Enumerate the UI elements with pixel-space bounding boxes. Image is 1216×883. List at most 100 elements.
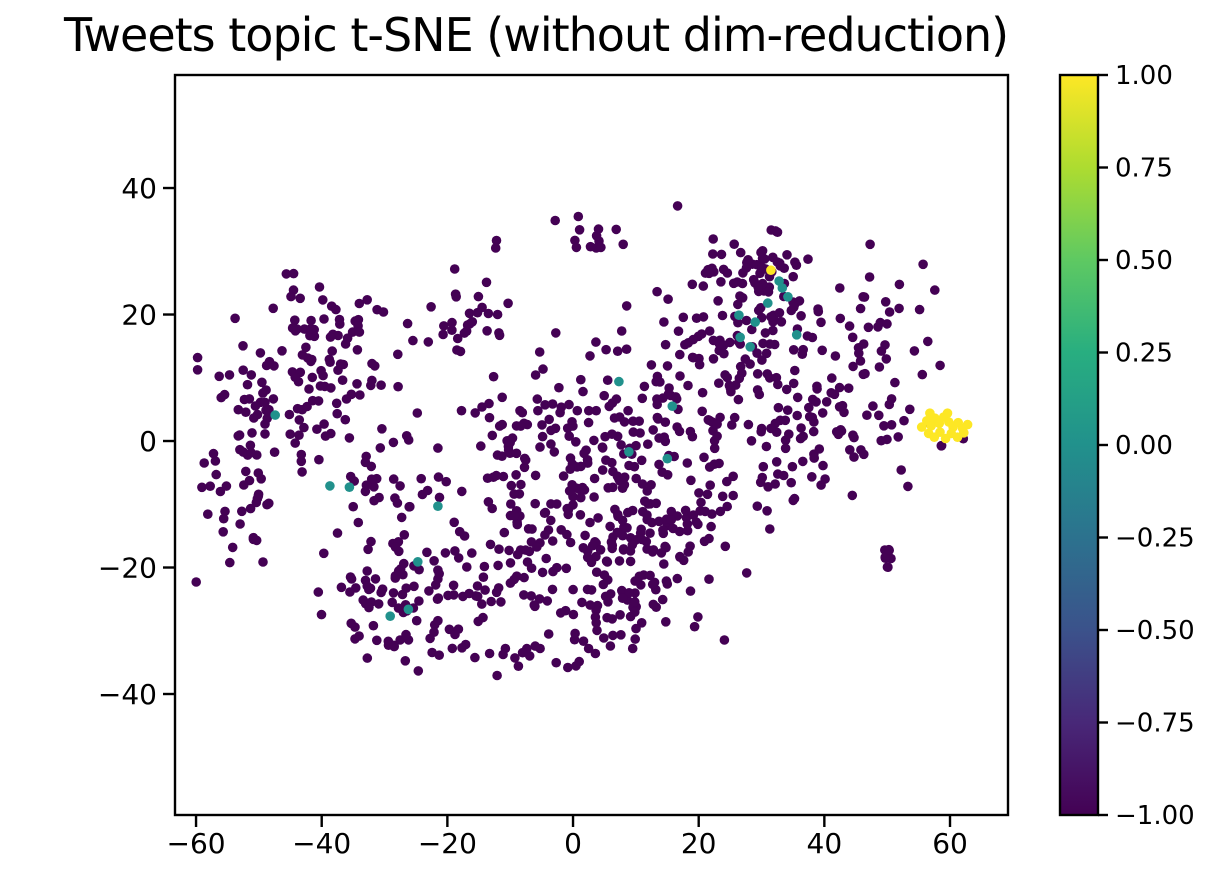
- scatter-point: [808, 426, 819, 437]
- scatter-point: [199, 458, 209, 468]
- scatter-point: [401, 629, 411, 640]
- scatter-point: [698, 281, 709, 291]
- scatter-point: [812, 381, 822, 392]
- scatter-point: [896, 465, 906, 475]
- scatter-point: [716, 277, 726, 287]
- scatter-point: [203, 509, 213, 519]
- colorbar-tick-label: −0.75: [1115, 709, 1195, 739]
- scatter-point: [532, 394, 543, 404]
- y-tick-label: 0: [139, 425, 157, 458]
- scatter-point: [400, 656, 411, 666]
- scatter-point: [433, 472, 444, 482]
- scatter-point: [470, 408, 481, 418]
- scatter-point: [540, 400, 550, 410]
- scatter-point: [699, 452, 709, 463]
- scatter-point: [486, 596, 497, 607]
- scatter-point: [777, 283, 788, 293]
- scatter-point: [844, 321, 855, 331]
- scatter-point: [803, 254, 813, 264]
- scatter-point: [752, 501, 763, 512]
- scatter-point: [752, 385, 763, 395]
- scatter-point: [589, 492, 599, 502]
- scatter-point: [585, 351, 595, 361]
- scatter-point: [603, 483, 613, 493]
- scatter-point: [241, 407, 251, 418]
- scatter-point: [614, 556, 625, 566]
- scatter-point: [509, 489, 519, 499]
- scatter-point: [399, 558, 409, 569]
- y-tick-label: −40: [98, 678, 157, 711]
- scatter-point: [584, 405, 594, 416]
- scatter-point: [715, 506, 726, 517]
- scatter-point: [662, 453, 673, 464]
- scatter-point: [658, 525, 668, 535]
- scatter-point: [876, 435, 886, 446]
- scatter-point: [425, 633, 435, 644]
- scatter-point: [637, 534, 647, 545]
- scatter-point: [699, 536, 710, 547]
- scatter-point: [478, 612, 488, 623]
- scatter-point: [249, 413, 259, 423]
- scatter-point: [361, 451, 372, 462]
- scatter-point: [506, 480, 517, 491]
- scatter-point: [219, 389, 230, 400]
- scatter-point: [775, 261, 786, 271]
- scatter-point: [530, 641, 540, 651]
- scatter-point: [245, 503, 256, 514]
- scatter-point: [792, 392, 803, 403]
- scatter-point: [880, 340, 890, 350]
- scatter-point: [706, 521, 716, 532]
- scatter-point: [659, 317, 669, 327]
- scatter-point: [881, 354, 892, 364]
- scatter-point: [571, 437, 581, 447]
- scatter-point: [318, 370, 328, 381]
- scatter-point: [745, 342, 755, 352]
- scatter-point: [467, 317, 478, 327]
- scatter-point: [696, 497, 706, 508]
- scatter-point: [592, 625, 602, 636]
- scatter-point: [843, 383, 854, 394]
- scatter-point: [576, 461, 586, 472]
- scatter-point: [712, 419, 722, 430]
- scatter-point: [809, 453, 819, 463]
- scatter-point: [560, 605, 571, 616]
- scatter-point: [563, 662, 573, 673]
- scatter-point: [197, 482, 207, 493]
- scatter-point: [320, 431, 331, 441]
- scatter-point: [630, 634, 640, 644]
- scatter-point: [643, 439, 653, 450]
- scatter-point: [490, 243, 501, 253]
- scatter-point: [637, 479, 648, 489]
- scatter-point: [312, 424, 322, 435]
- scatter-point: [625, 556, 636, 567]
- colorbar-tick-label: −1.00: [1115, 801, 1195, 831]
- scatter-point: [708, 354, 719, 364]
- scatter-point: [416, 473, 427, 484]
- scatter-point: [688, 510, 699, 520]
- scatter-point: [694, 359, 705, 370]
- scatter-point: [737, 278, 748, 289]
- scatter-point: [562, 529, 572, 540]
- scatter-point: [578, 636, 589, 646]
- scatter-point: [244, 394, 255, 404]
- scatter-point: [574, 225, 585, 235]
- scatter-point: [884, 399, 895, 410]
- scatter-point: [547, 584, 558, 595]
- scatter-point: [375, 443, 386, 453]
- scatter-point: [613, 511, 623, 522]
- scatter-point: [722, 372, 733, 383]
- scatter-point: [671, 394, 682, 404]
- scatter-point: [395, 481, 405, 491]
- scatter-point: [893, 432, 903, 442]
- scatter-point: [373, 599, 384, 609]
- scatter-point: [602, 375, 613, 386]
- scatter-point: [551, 657, 561, 668]
- scatter-point: [761, 348, 772, 359]
- scatter-point: [708, 234, 718, 244]
- scatter-point: [855, 303, 866, 314]
- scatter-point: [326, 383, 336, 393]
- scatter-point: [614, 376, 624, 387]
- scatter-point: [377, 424, 387, 434]
- colorbar-tick-label: 0.50: [1115, 246, 1173, 276]
- scatter-point: [595, 545, 606, 555]
